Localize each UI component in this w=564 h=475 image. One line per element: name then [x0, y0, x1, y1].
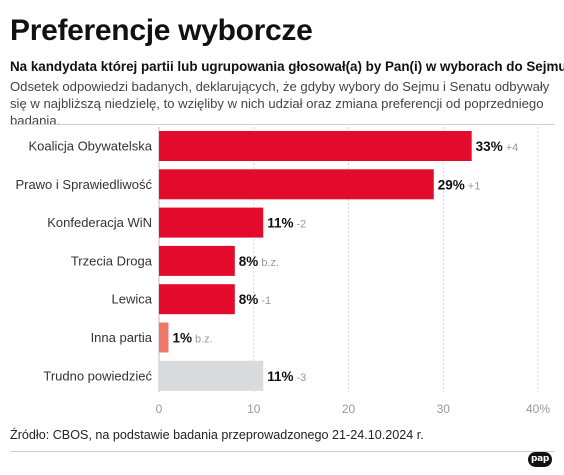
x-tick-label: 0 — [156, 402, 163, 416]
category-label: Koalicja Obywatelska — [28, 139, 152, 154]
bar — [159, 207, 264, 238]
x-tick-label: 30 — [437, 402, 451, 416]
change-label: -3 — [297, 372, 307, 384]
value-label: 1% — [172, 331, 192, 346]
value-label: 33% — [476, 139, 503, 154]
value-label: 8% — [239, 292, 259, 307]
change-label: b.z. — [195, 334, 213, 346]
source-note: Źródło: CBOS, na podstawie badania przep… — [10, 428, 424, 442]
chart-subtitle: Na kandydata której partii lub ugrupowan… — [10, 59, 564, 74]
bar — [159, 284, 235, 315]
value-label: 11% — [267, 369, 293, 384]
category-label: Trzecia Droga — [71, 253, 153, 268]
bars-group — [159, 131, 472, 391]
category-label: Lewica — [112, 292, 153, 307]
footer-divider — [10, 451, 554, 452]
bar — [159, 131, 472, 161]
change-label: -2 — [297, 219, 307, 231]
x-axis-ticks: 0 10 20 30 40% — [156, 402, 551, 416]
bar — [159, 360, 264, 391]
value-label: 11% — [267, 216, 293, 231]
labels-group: Koalicja Obywatelska 33% +4 Prawo i Sprawie… — [15, 139, 518, 384]
pap-logo: pap — [528, 452, 552, 467]
header-divider — [10, 124, 554, 125]
value-label: 8% — [239, 254, 259, 269]
category-label: Trudno powiedzieć — [43, 368, 152, 383]
chart-title: Preferencje wyborcze — [10, 14, 313, 47]
bar — [159, 322, 169, 353]
change-label: -1 — [261, 295, 271, 307]
category-label: Konfederacja WiN — [47, 215, 152, 230]
value-label: 29% — [438, 177, 465, 192]
x-tick-label: 10 — [247, 402, 261, 416]
change-label: +1 — [468, 180, 481, 192]
chart-description: Odsetek odpowiedzi badanych, deklarujący… — [10, 79, 550, 128]
change-label: b.z. — [261, 257, 279, 269]
bar — [159, 245, 235, 276]
bar — [159, 169, 434, 200]
x-tick-label: 20 — [342, 402, 356, 416]
category-label: Prawo i Sprawiedliwość — [15, 177, 152, 192]
change-label: +4 — [506, 142, 519, 154]
category-label: Inna partia — [91, 330, 153, 345]
x-tick-label: 40% — [526, 402, 550, 416]
